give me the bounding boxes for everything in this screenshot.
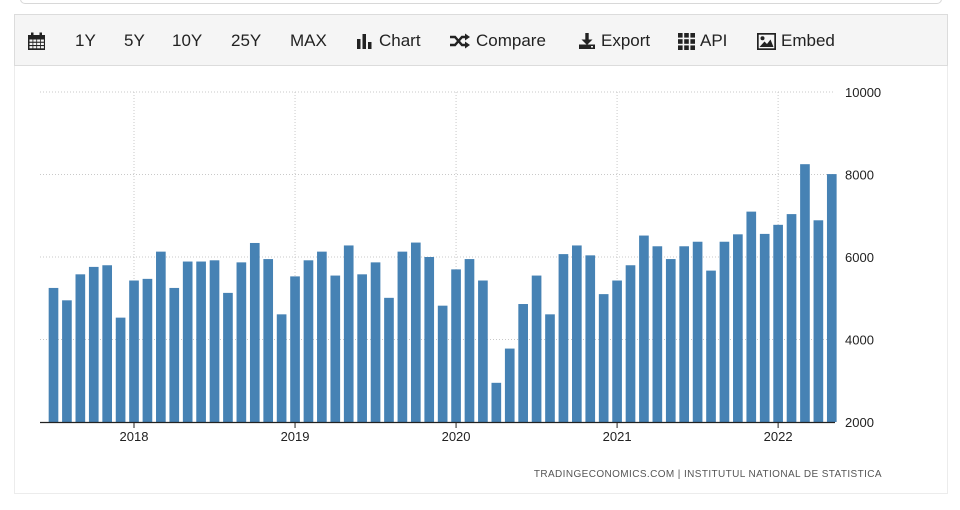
bar[interactable] (639, 235, 649, 422)
bar[interactable] (612, 280, 622, 422)
bar[interactable] (249, 242, 260, 422)
bar[interactable] (531, 275, 542, 422)
y-tick-label: 8000 (845, 168, 874, 183)
bar[interactable] (572, 245, 582, 422)
bar[interactable] (424, 257, 435, 422)
bar[interactable] (343, 245, 354, 422)
bar[interactable] (826, 174, 837, 422)
bar[interactable] (223, 292, 233, 422)
source-attribution: TRADINGECONOMICS.COM | INSTITUTUL NATION… (533, 469, 882, 480)
bar[interactable] (451, 269, 461, 422)
download-icon (579, 33, 595, 49)
range-5y-button[interactable]: 5Y (124, 31, 145, 50)
bar[interactable] (652, 246, 663, 422)
export-button-label: Export (601, 31, 651, 50)
bar[interactable] (478, 280, 488, 422)
bar[interactable] (303, 260, 314, 422)
bar[interactable] (625, 265, 636, 422)
bar[interactable] (759, 233, 770, 422)
bar[interactable] (317, 251, 327, 422)
calendar-icon (28, 32, 45, 50)
range-max-button[interactable]: MAX (290, 31, 327, 50)
embed-button[interactable]: Embed (757, 15, 835, 67)
bar[interactable] (357, 274, 367, 422)
bar[interactable] (384, 297, 394, 422)
bar[interactable] (209, 260, 220, 422)
compare-button[interactable]: Compare (449, 15, 546, 67)
bar[interactable] (585, 255, 596, 422)
bar[interactable] (598, 294, 609, 422)
bar-chart-icon (357, 34, 372, 49)
y-tick-label: 10000 (845, 85, 881, 100)
embed-button-label: Embed (781, 31, 835, 50)
chart-toolbar: 1Y 5Y 10Y 25Y MAX Chart Compare Export (14, 14, 948, 66)
api-button[interactable]: API (678, 15, 727, 67)
bar[interactable] (800, 164, 810, 422)
bar[interactable] (102, 265, 113, 422)
chart-button-label: Chart (379, 31, 421, 50)
bar[interactable] (169, 287, 180, 422)
image-icon (757, 32, 776, 50)
bar[interactable] (491, 382, 502, 422)
chart-button[interactable]: Chart (356, 15, 421, 67)
x-tick-label: 2019 (281, 429, 310, 444)
bar[interactable] (62, 300, 72, 422)
bar[interactable] (276, 314, 287, 422)
y-tick-label: 2000 (845, 415, 874, 430)
bar[interactable] (706, 270, 716, 422)
grid-icon (678, 32, 695, 50)
bar[interactable] (558, 254, 569, 422)
bar[interactable] (518, 304, 528, 422)
api-button-label: API (700, 31, 728, 50)
y-tick-label: 6000 (845, 250, 874, 265)
bar[interactable] (410, 242, 421, 422)
range-1y-button[interactable]: 1Y (75, 31, 96, 50)
export-button[interactable]: Export (578, 15, 650, 67)
bar[interactable] (545, 314, 555, 422)
y-tick-label: 4000 (845, 333, 874, 348)
bar[interactable] (142, 278, 153, 422)
x-tick-label: 2020 (442, 429, 471, 444)
bar[interactable] (397, 251, 408, 422)
bar[interactable] (156, 251, 166, 422)
bar[interactable] (48, 287, 59, 422)
bar[interactable] (437, 305, 448, 422)
bar[interactable] (330, 275, 341, 422)
bar[interactable] (813, 220, 824, 422)
bar[interactable] (504, 348, 515, 422)
bar[interactable] (263, 259, 274, 422)
shuffle-icon (450, 33, 470, 49)
bar[interactable] (692, 241, 703, 422)
bar[interactable] (88, 266, 99, 422)
bar[interactable] (786, 214, 797, 422)
bar[interactable] (746, 211, 757, 422)
bar[interactable] (290, 276, 300, 422)
bar[interactable] (370, 262, 381, 422)
bar[interactable] (196, 261, 206, 422)
bar[interactable] (719, 241, 730, 422)
range-25y-button[interactable]: 25Y (231, 31, 262, 50)
bar[interactable] (679, 246, 690, 422)
x-tick-label: 2018 (120, 429, 149, 444)
range-10y-button[interactable]: 10Y (172, 31, 203, 50)
calendar-button[interactable] (27, 15, 51, 67)
bar[interactable] (773, 224, 783, 422)
bar[interactable] (182, 261, 193, 422)
bar[interactable] (733, 234, 743, 422)
bar[interactable] (75, 274, 86, 422)
bar[interactable] (464, 259, 475, 422)
bar[interactable] (236, 262, 247, 422)
x-tick-label: 2021 (603, 429, 632, 444)
bar[interactable] (665, 259, 676, 422)
bar[interactable] (115, 317, 126, 422)
bar-chart: 2000 4000 6000 8000 10000 2018 2019 2020 2021 202… (40, 85, 881, 444)
x-tick-label: 2022 (764, 429, 793, 444)
bar[interactable] (129, 280, 139, 422)
compare-button-label: Compare (476, 31, 546, 50)
